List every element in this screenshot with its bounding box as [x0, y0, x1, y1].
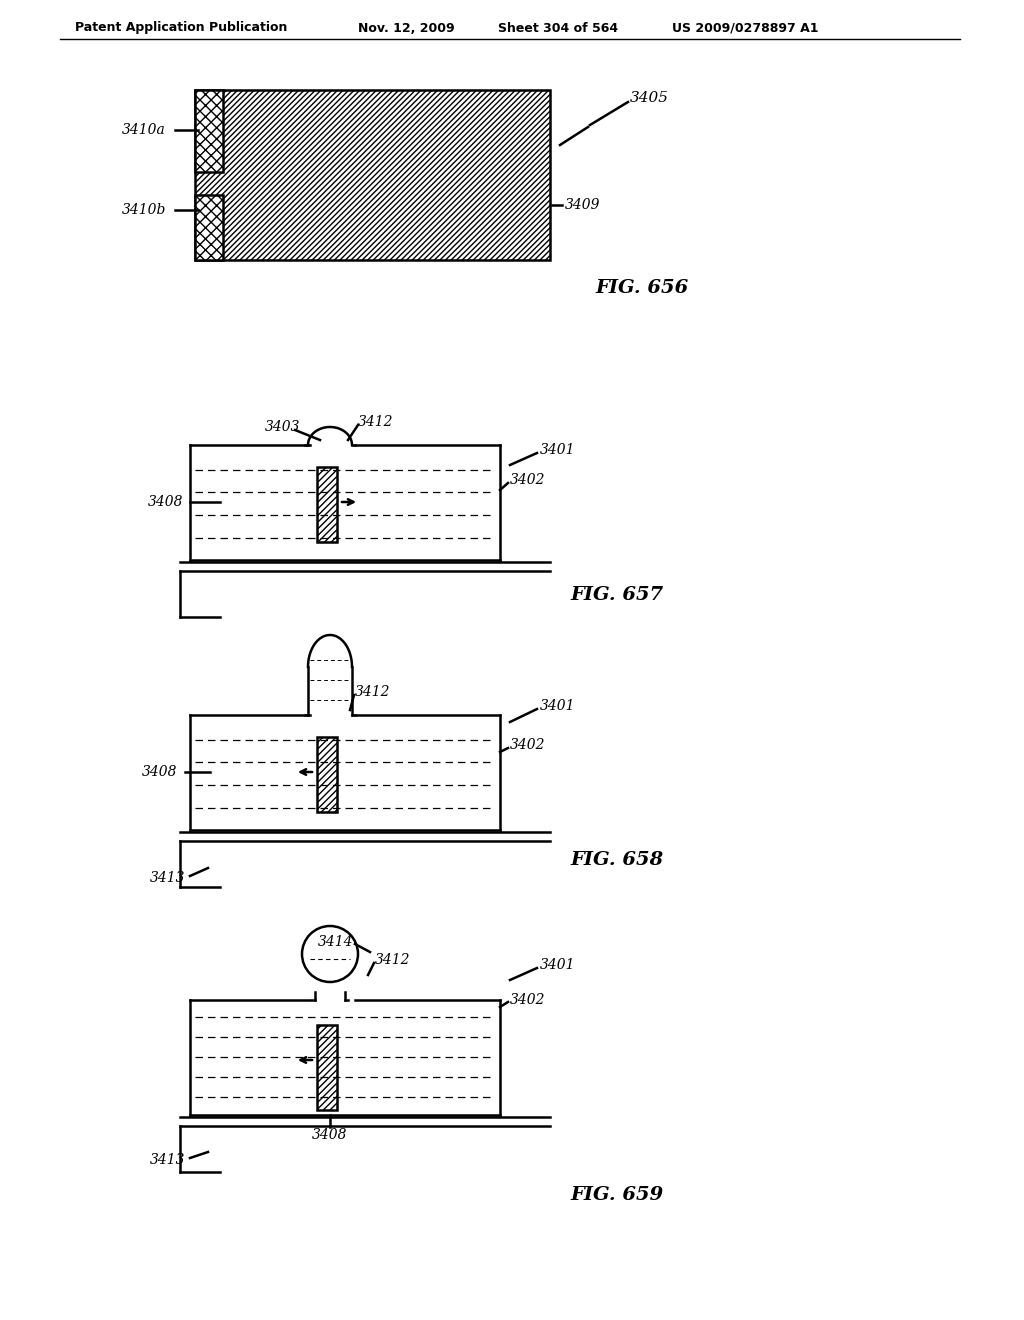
Text: 3414: 3414	[318, 935, 353, 949]
Text: Sheet 304 of 564: Sheet 304 of 564	[498, 21, 618, 34]
Text: 3401: 3401	[540, 700, 575, 713]
Text: 3402: 3402	[510, 738, 546, 752]
Text: FIG. 657: FIG. 657	[570, 586, 664, 605]
Text: 3413: 3413	[150, 871, 185, 884]
Bar	[195, 90, 550, 260]
Bar	[317, 467, 337, 543]
Text: 3401: 3401	[540, 444, 575, 457]
Text: 3408: 3408	[312, 1129, 348, 1142]
Bar	[195, 90, 550, 260]
Text: 3409: 3409	[565, 198, 600, 213]
Bar	[317, 737, 337, 812]
Text: 3412: 3412	[358, 414, 393, 429]
Bar	[195, 90, 223, 172]
Text: 3408: 3408	[142, 766, 177, 779]
Text: Patent Application Publication: Patent Application Publication	[75, 21, 288, 34]
Text: US 2009/0278897 A1: US 2009/0278897 A1	[672, 21, 818, 34]
Text: 3402: 3402	[510, 473, 546, 487]
Text: FIG. 656: FIG. 656	[595, 279, 688, 297]
Bar	[317, 1026, 337, 1110]
Text: Nov. 12, 2009: Nov. 12, 2009	[358, 21, 455, 34]
Text: FIG. 658: FIG. 658	[570, 851, 664, 869]
Text: 3413: 3413	[150, 1152, 185, 1167]
Text: 3412: 3412	[375, 953, 411, 968]
Text: 3410a: 3410a	[122, 123, 166, 137]
Text: 3412: 3412	[355, 685, 390, 700]
Text: 3401: 3401	[540, 958, 575, 972]
Text: 3408: 3408	[148, 495, 183, 510]
Text: 3410b: 3410b	[122, 203, 166, 216]
Text: FIG. 659: FIG. 659	[570, 1185, 664, 1204]
Text: 3405: 3405	[630, 91, 669, 106]
Text: 3402: 3402	[510, 993, 546, 1007]
Bar	[195, 195, 223, 260]
Text: 3403: 3403	[265, 420, 300, 434]
